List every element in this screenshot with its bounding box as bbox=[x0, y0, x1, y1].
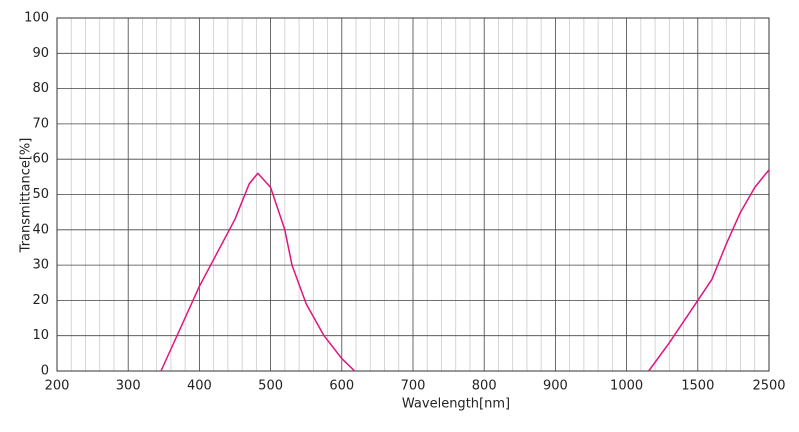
plot-frame bbox=[56, 17, 770, 372]
y-tick-label: 30 bbox=[32, 258, 49, 273]
x-tick-label: 500 bbox=[258, 379, 283, 394]
x-tick-label: 2500 bbox=[752, 379, 785, 394]
x-tick-label: 1000 bbox=[610, 379, 643, 394]
x-tick-label: 1500 bbox=[681, 379, 714, 394]
series-line bbox=[160, 172, 356, 372]
x-tick-label: 300 bbox=[116, 379, 141, 394]
y-tick-label: 40 bbox=[32, 222, 49, 237]
y-axis-label: Transmittance[%] bbox=[19, 138, 34, 254]
x-tick-label: 900 bbox=[543, 379, 568, 394]
y-tick-label: 50 bbox=[32, 187, 49, 202]
y-tick-label: 10 bbox=[32, 328, 49, 343]
y-tick-label: 60 bbox=[32, 152, 49, 167]
y-tick-label: 90 bbox=[32, 46, 49, 61]
y-tick-label: 20 bbox=[32, 293, 49, 308]
x-tick-label: 600 bbox=[329, 379, 354, 394]
y-tick-label: 70 bbox=[32, 116, 49, 131]
y-tick-label: 100 bbox=[24, 11, 49, 26]
x-axis-label: Wavelength[nm] bbox=[402, 397, 510, 412]
series-line bbox=[648, 169, 770, 372]
x-tick-label: 200 bbox=[45, 379, 70, 394]
x-tick-label: 700 bbox=[401, 379, 426, 394]
x-tick-label: 800 bbox=[472, 379, 497, 394]
y-tick-label: 80 bbox=[32, 81, 49, 96]
x-tick-label: 400 bbox=[187, 379, 212, 394]
y-tick-label: 0 bbox=[41, 364, 49, 379]
